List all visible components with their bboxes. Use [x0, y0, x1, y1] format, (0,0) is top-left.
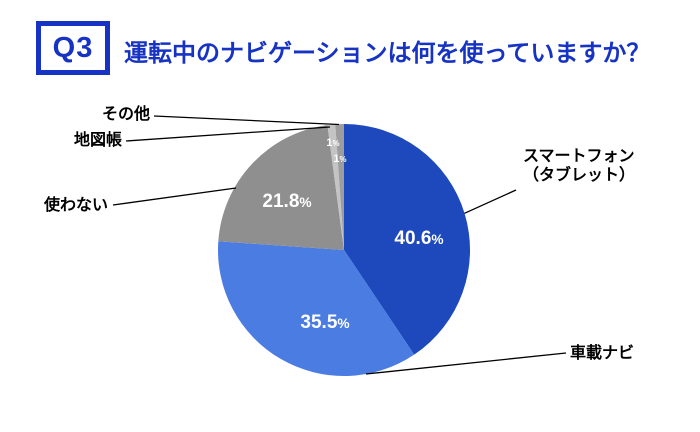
pie-category-label-line: （タブレット）: [523, 167, 636, 184]
pie-category-label-line: その他: [101, 106, 150, 123]
leader-line-5: [153, 115, 340, 126]
pie-category-label-3: 使わない: [44, 196, 108, 215]
question-title: 運転中のナビゲーションは何を使っていますか？: [124, 40, 651, 67]
pie-category-label-5: その他: [102, 105, 150, 124]
pie-category-label-2: 車載ナビ: [570, 344, 634, 363]
pie-slice-3: [218, 125, 344, 250]
pie-category-label-line: 地図帳: [73, 132, 122, 149]
leader-line-2: [365, 352, 567, 375]
leader-line-1: [464, 189, 517, 214]
pie-slice-4: [327, 124, 344, 250]
pie-category-label-line: スマートフォン: [523, 148, 635, 165]
pie-slice-2: [217, 241, 415, 377]
pie-category-label-4: 地図帳: [74, 131, 122, 150]
pie-value-label-3: 21.8%: [262, 191, 311, 212]
pie-value-label-4: 1%: [326, 137, 339, 149]
pie-category-label-line: 車載ナビ: [570, 345, 635, 362]
pie-value-label-2: 35.5%: [300, 312, 349, 333]
pie-slice-1: [344, 124, 471, 355]
pie-value-label-1: 40.6%: [394, 228, 443, 249]
leader-line-4: [125, 126, 331, 142]
leader-line-3: [112, 187, 237, 206]
question-number-badge: Q3: [36, 21, 110, 75]
pie-category-label-1: スマートフォン （タブレット）: [523, 147, 635, 185]
pie-slice-5: [335, 123, 344, 250]
pie-value-label-5: 1%: [333, 153, 346, 165]
pie-category-label-line: 使わない: [43, 197, 108, 214]
